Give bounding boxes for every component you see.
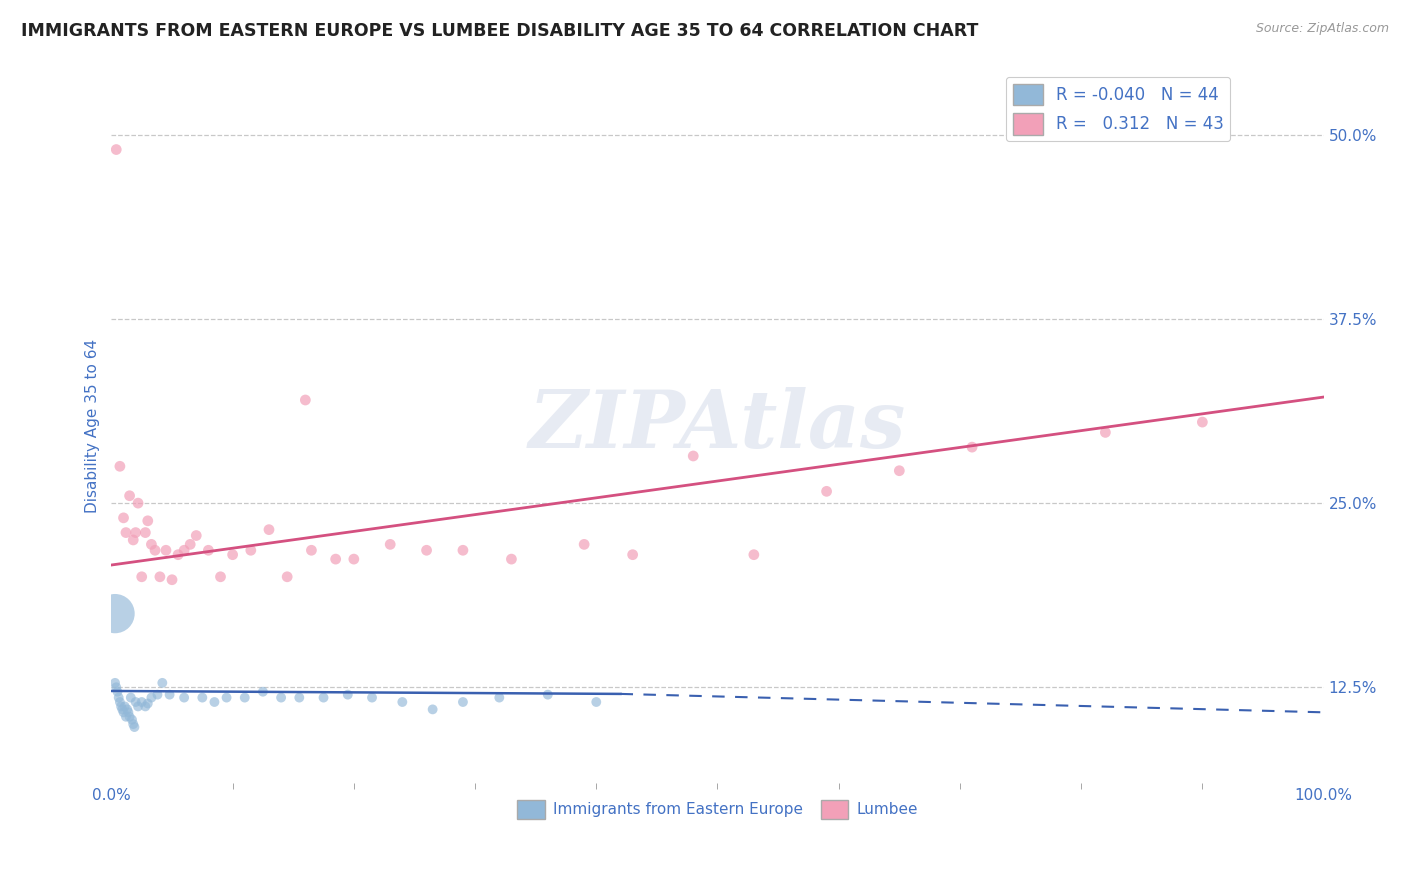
Point bbox=[118, 489, 141, 503]
Point bbox=[124, 720, 146, 734]
Point bbox=[742, 548, 765, 562]
Point bbox=[110, 699, 132, 714]
Point bbox=[141, 690, 163, 705]
Point bbox=[141, 537, 163, 551]
Point bbox=[422, 702, 444, 716]
Point bbox=[108, 695, 131, 709]
Point bbox=[131, 695, 153, 709]
Point bbox=[815, 484, 838, 499]
Point bbox=[252, 684, 274, 698]
Point bbox=[173, 690, 195, 705]
Point bbox=[257, 523, 280, 537]
Point bbox=[143, 543, 166, 558]
Point bbox=[114, 699, 136, 714]
Text: IMMIGRANTS FROM EASTERN EUROPE VS LUMBEE DISABILITY AGE 35 TO 64 CORRELATION CHA: IMMIGRANTS FROM EASTERN EUROPE VS LUMBEE… bbox=[21, 22, 979, 40]
Point bbox=[111, 702, 134, 716]
Text: Source: ZipAtlas.com: Source: ZipAtlas.com bbox=[1256, 22, 1389, 36]
Point bbox=[112, 706, 135, 720]
Point bbox=[146, 688, 169, 702]
Point bbox=[159, 688, 181, 702]
Point bbox=[501, 552, 523, 566]
Point bbox=[621, 548, 644, 562]
Point bbox=[108, 459, 131, 474]
Point bbox=[343, 552, 366, 566]
Point bbox=[155, 543, 177, 558]
Point bbox=[537, 688, 560, 702]
Legend: Immigrants from Eastern Europe, Lumbee: Immigrants from Eastern Europe, Lumbee bbox=[512, 794, 924, 825]
Point bbox=[127, 699, 149, 714]
Point bbox=[336, 688, 359, 702]
Point bbox=[122, 717, 145, 731]
Point bbox=[191, 690, 214, 705]
Point bbox=[136, 514, 159, 528]
Point bbox=[239, 543, 262, 558]
Point bbox=[221, 548, 243, 562]
Point bbox=[276, 570, 298, 584]
Point bbox=[451, 695, 474, 709]
Point bbox=[115, 702, 138, 716]
Point bbox=[115, 525, 138, 540]
Point bbox=[124, 525, 146, 540]
Point bbox=[160, 573, 183, 587]
Point bbox=[117, 706, 139, 720]
Point bbox=[960, 440, 983, 454]
Text: ZIPAtlas: ZIPAtlas bbox=[529, 387, 907, 465]
Point bbox=[127, 496, 149, 510]
Point bbox=[294, 392, 316, 407]
Point bbox=[120, 690, 142, 705]
Point bbox=[288, 690, 311, 705]
Point bbox=[179, 537, 201, 551]
Point bbox=[105, 143, 128, 157]
Point bbox=[204, 695, 226, 709]
Point bbox=[186, 528, 208, 542]
Point bbox=[451, 543, 474, 558]
Point bbox=[889, 464, 911, 478]
Point bbox=[136, 697, 159, 711]
Point bbox=[361, 690, 384, 705]
Point bbox=[488, 690, 510, 705]
Point bbox=[107, 684, 129, 698]
Point bbox=[131, 570, 153, 584]
Point bbox=[104, 607, 127, 621]
Point bbox=[1094, 425, 1116, 440]
Point bbox=[572, 537, 595, 551]
Point bbox=[1191, 415, 1213, 429]
Point bbox=[209, 570, 232, 584]
Point bbox=[215, 690, 238, 705]
Point bbox=[585, 695, 607, 709]
Point bbox=[167, 548, 190, 562]
Point bbox=[415, 543, 437, 558]
Point bbox=[124, 695, 146, 709]
Point bbox=[380, 537, 402, 551]
Point bbox=[149, 570, 172, 584]
Point bbox=[270, 690, 292, 705]
Point bbox=[121, 713, 143, 727]
Point bbox=[112, 511, 135, 525]
Point bbox=[104, 676, 127, 690]
Point bbox=[391, 695, 413, 709]
Point bbox=[134, 699, 156, 714]
Point bbox=[299, 543, 322, 558]
Point bbox=[150, 676, 173, 690]
Point bbox=[173, 543, 195, 558]
Point bbox=[325, 552, 347, 566]
Point bbox=[122, 533, 145, 547]
Y-axis label: Disability Age 35 to 64: Disability Age 35 to 64 bbox=[86, 339, 100, 513]
Point bbox=[118, 710, 141, 724]
Point bbox=[105, 680, 128, 694]
Point bbox=[682, 449, 704, 463]
Point bbox=[107, 690, 129, 705]
Point bbox=[233, 690, 256, 705]
Point bbox=[197, 543, 219, 558]
Point bbox=[312, 690, 335, 705]
Point bbox=[115, 710, 138, 724]
Point bbox=[134, 525, 156, 540]
